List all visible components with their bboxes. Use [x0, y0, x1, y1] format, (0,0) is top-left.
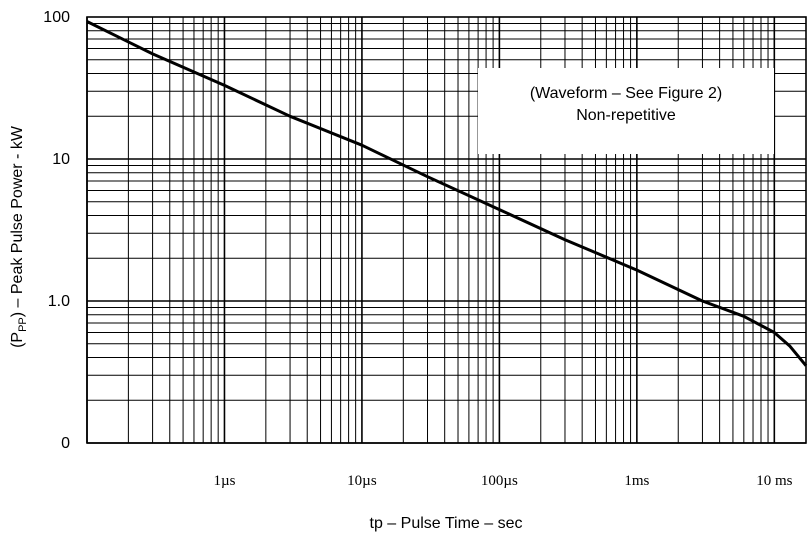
- x-axis-label: tp – Pulse Time – sec: [370, 515, 523, 532]
- plot-border: [86, 16, 807, 444]
- x-tick-label: 1µs: [213, 473, 235, 489]
- annotation-line-1: (Waveform – See Figure 2): [530, 85, 722, 102]
- x-tick-label: 10 ms: [756, 473, 792, 489]
- series-line: [86, 20, 808, 367]
- y-axis-label: (PPP) – Peak Pulse Power - kW: [9, 125, 29, 348]
- annotation-line-2: Non-repetitive: [576, 107, 676, 124]
- x-tick-labels: 1µs 10µs 100µs 1ms 10 ms: [213, 473, 792, 489]
- series-line-group: [86, 20, 808, 367]
- y-tick-labels: 100 10 1.0 0: [43, 9, 70, 452]
- y-tick-label: 10: [52, 151, 70, 168]
- y-tick-label: 1.0: [48, 293, 70, 310]
- annotation-box: [478, 68, 774, 154]
- y-tick-label: 100: [43, 9, 70, 26]
- x-tick-label: 10µs: [347, 473, 377, 489]
- x-tick-label: 100µs: [481, 473, 518, 489]
- plot-frame: [86, 16, 807, 444]
- x-tick-label: 1ms: [624, 473, 649, 489]
- y-tick-label: 0: [61, 435, 70, 452]
